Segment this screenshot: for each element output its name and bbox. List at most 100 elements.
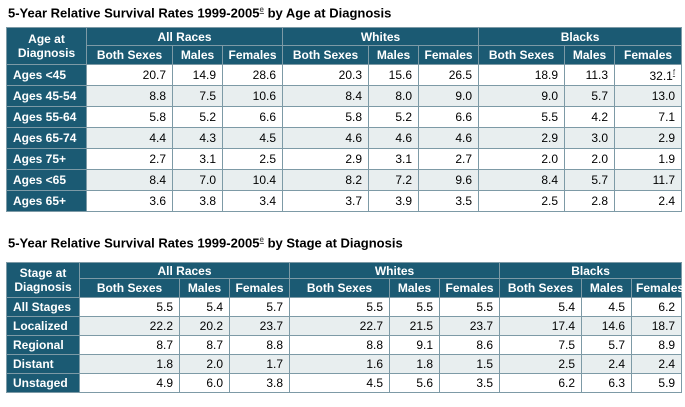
table-row: Distant 1.8 2.0 1.7 1.6 1.8 1.5 2.5 2.4 2.4: [6, 354, 683, 374]
table-cell: 3.6: [86, 190, 173, 212]
table-cell: 8.9: [631, 335, 683, 355]
age-survival-table: Age at Diagnosis All Races Whites Blacks …: [6, 27, 683, 212]
table-cell: 26.5: [418, 64, 480, 86]
corner-header: Age at Diagnosis: [6, 27, 87, 65]
group-header-whites: Whites: [289, 262, 501, 279]
table-cell: 2.4: [631, 354, 683, 374]
row-label: Ages 75+: [6, 148, 87, 170]
table-cell: 5.7: [581, 335, 633, 355]
table-cell: 15.6: [368, 64, 420, 86]
table-row: Ages 45-54 8.8 7.5 10.6 8.4 8.0 9.0 9.0 5.7 13.0: [6, 85, 683, 107]
table-cell: 5.7: [564, 169, 616, 191]
table-cell: 2.4: [581, 354, 633, 374]
subheader-males: Males: [179, 278, 230, 298]
subheader-females: Females: [614, 45, 683, 65]
subheader-females: Females: [418, 45, 480, 65]
table-cell: 2.4: [614, 190, 683, 212]
table-cell: 5.2: [368, 106, 420, 128]
footnote-e-link[interactable]: e: [259, 5, 264, 14]
age-table-title: 5-Year Relative Survival Rates 1999-2005…: [8, 5, 392, 21]
footnote-link[interactable]: f: [672, 67, 676, 77]
table-cell: 7.1: [614, 106, 683, 128]
table-cell: 18.7: [631, 316, 683, 336]
table-cell: 11.7: [614, 169, 683, 191]
table-cell: 1.8: [389, 354, 441, 374]
table-row: Ages 65-74 4.4 4.3 4.5 4.6 4.6 4.6 2.9 3.0 2.9: [6, 127, 683, 149]
table-row: Localized 22.2 20.2 23.7 22.7 21.5 23.7 17.4 14.…: [6, 316, 683, 336]
table-cell: 7.0: [172, 169, 223, 191]
subheader-males: Males: [564, 45, 616, 65]
table-cell: 4.6: [282, 127, 370, 149]
table-cell: 10.4: [221, 169, 284, 191]
table-cell: 8.4: [86, 169, 173, 191]
table-cell: 23.7: [228, 316, 291, 336]
table-cell: 5.5: [289, 297, 391, 317]
stage-table-title: 5-Year Relative Survival Rates 1999-2005…: [8, 235, 403, 251]
table-cell: 5.2: [172, 106, 223, 128]
table-cell: 2.0: [478, 148, 566, 170]
table-cell: 5.7: [228, 297, 291, 317]
table-cell: 5.6: [389, 373, 441, 393]
table-cell: 3.1: [172, 148, 223, 170]
table-cell: 8.8: [86, 85, 173, 107]
table-cell: 22.7: [289, 316, 391, 336]
table-cell: 2.9: [282, 148, 370, 170]
table-cell: 23.7: [439, 316, 501, 336]
row-label: Regional: [6, 335, 80, 355]
table-cell: 8.7: [79, 335, 180, 355]
table-cell: 9.6: [418, 169, 480, 191]
subheader-both-sexes: Both Sexes: [478, 45, 566, 65]
row-label: Ages 45-54: [6, 85, 87, 107]
row-label: Distant: [6, 354, 80, 374]
table-cell: 1.8: [79, 354, 180, 374]
table-cell: 10.6: [221, 85, 284, 107]
table-row: Regional 8.7 8.7 8.8 8.8 9.1 8.6 7.5 5.7 8.9: [6, 335, 683, 355]
table-cell: 8.7: [179, 335, 230, 355]
table-cell: 2.9: [614, 127, 683, 149]
table-cell: 20.3: [282, 64, 370, 86]
table-cell: 6.6: [221, 106, 284, 128]
footnote-e-link[interactable]: e: [259, 235, 264, 244]
table-cell: 6.3: [581, 373, 633, 393]
table-cell: 8.0: [368, 85, 420, 107]
table-cell: 5.5: [478, 106, 566, 128]
table-cell: 2.5: [499, 354, 583, 374]
table-cell: 20.2: [179, 316, 230, 336]
table-cell: 4.5: [221, 127, 284, 149]
table-cell: 2.7: [418, 148, 480, 170]
table-cell: 3.8: [228, 373, 291, 393]
table-row: Ages 75+ 2.7 3.1 2.5 2.9 3.1 2.7 2.0 2.0 1.9: [6, 148, 683, 170]
table-cell: 7.2: [368, 169, 420, 191]
table-cell: 9.0: [418, 85, 480, 107]
row-label: Ages <65: [6, 169, 87, 191]
table-row: Ages <65 8.4 7.0 10.4 8.2 7.2 9.6 8.4 5.7 11.7: [6, 169, 683, 191]
table-cell: 3.1: [368, 148, 420, 170]
group-header-blacks: Blacks: [478, 27, 683, 46]
table-cell: 4.2: [564, 106, 616, 128]
table-cell: 3.8: [172, 190, 223, 212]
table-cell: 7.5: [172, 85, 223, 107]
table-cell: 1.9: [614, 148, 683, 170]
subheader-both-sexes: Both Sexes: [289, 278, 391, 298]
subheader-females: Females: [631, 278, 684, 298]
table-cell: 8.2: [282, 169, 370, 191]
stage-survival-table: Stage at Diagnosis All Races Whites Black…: [6, 262, 684, 393]
row-label: All Stages: [6, 297, 80, 317]
table-cell: 5.7: [564, 85, 616, 107]
table-cell: 5.8: [86, 106, 173, 128]
table-cell: 4.4: [86, 127, 173, 149]
table-cell: 4.9: [79, 373, 180, 393]
table-cell: 6.6: [418, 106, 480, 128]
subheader-males: Males: [368, 45, 420, 65]
table-cell: 5.5: [439, 297, 501, 317]
table-cell: 21.5: [389, 316, 441, 336]
table-cell: 14.6: [581, 316, 633, 336]
table-cell: 8.4: [478, 169, 566, 191]
table-cell: 6.0: [179, 373, 230, 393]
table-cell: 3.5: [439, 373, 501, 393]
table-cell: 4.3: [172, 127, 223, 149]
subheader-both-sexes: Both Sexes: [499, 278, 583, 298]
subheader-both-sexes: Both Sexes: [79, 278, 180, 298]
row-label: Ages <45: [6, 64, 87, 86]
subheader-both-sexes: Both Sexes: [282, 45, 370, 65]
